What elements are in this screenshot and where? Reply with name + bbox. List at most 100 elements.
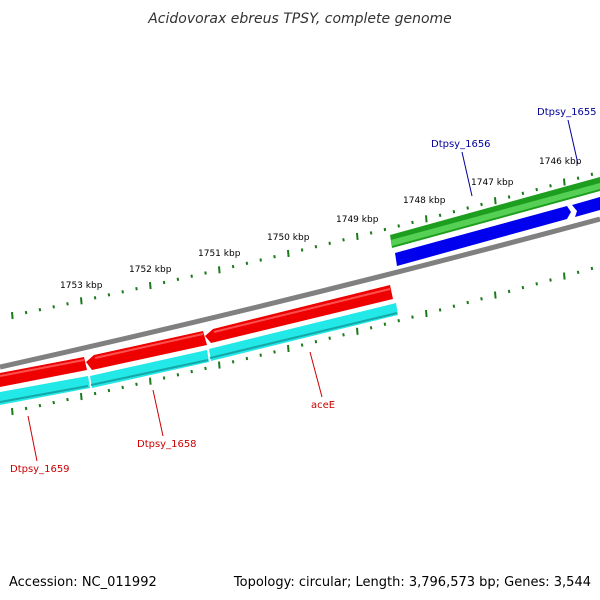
outer-ruler-tick [121,290,124,294]
inner-ruler-tick [425,309,428,318]
kbp-label-1753: 1753 kbp [60,281,103,291]
outer-ruler-tick [218,266,221,274]
inner-ruler-tick [521,285,525,290]
reverse-cds-highlight [0,288,391,377]
inner-ruler-tick [80,393,83,401]
outer-ruler-tick [52,305,55,309]
inner-ruler-tick [590,266,594,271]
inner-ruler-tick [162,376,166,380]
accession-text: Accession: NC_011992 [9,575,157,590]
genome-summary-text: Topology: circular; Length: 3,796,573 bp… [233,575,591,590]
outer-ruler-tick [342,238,345,242]
gene-label-dtpsy-1656[interactable]: Dtpsy_1656 [431,139,491,150]
outer-ruler-tick [328,241,331,245]
inner-ruler-tick [190,369,193,374]
inner-ruler-tick [494,291,497,299]
outer-ruler-tick [38,308,42,312]
inner-ruler-tick [549,278,552,282]
inner-ruler-tick [369,326,373,330]
inner-ruler-tick [149,377,152,385]
inner-ruler-tick [259,353,262,357]
gene-label-dtpsy-1659[interactable]: Dtpsy_1659 [10,464,70,475]
forward-cds-track [390,177,600,248]
inner-ruler-tick [204,366,207,371]
inner-ruler-tick [218,361,221,369]
outer-tick-ruler [11,172,594,320]
inner-ruler-tick [328,336,331,340]
inner-ruler-tick [245,356,249,361]
blue-feature-track [395,197,600,266]
inner-ruler-tick [121,385,124,390]
outer-ruler-tick [590,172,594,176]
outer-ruler-tick [314,245,318,249]
inner-ruler-tick [231,360,235,364]
leader-acee [309,351,323,398]
outer-ruler-tick [411,220,414,225]
inner-ruler-tick [38,403,42,408]
inner-ruler-tick [66,397,69,402]
inner-ruler-tick [466,300,469,305]
kbp-label-1750: 1750 kbp [267,233,310,243]
outer-ruler-tick [521,191,525,195]
kbp-label-1746: 1746 kbp [539,157,582,167]
inner-ruler-tick [576,270,580,274]
kbp-label-1751: 1751 kbp [198,249,241,259]
inner-ruler-tick [342,333,345,337]
outer-ruler-tick [273,255,276,259]
leader-dtpsy-1659 [27,415,38,462]
outer-ruler-tick [507,195,511,199]
inner-ruler-tick [356,327,359,335]
outer-ruler-tick [397,224,400,228]
outer-ruler-tick [149,282,152,290]
blue-feature-segment [395,206,571,266]
outer-ruler-tick [452,210,456,214]
gene-labels: Dtpsy_1659 Dtpsy_1658 aceE Dtpsy_1656 Dt… [10,107,597,475]
kbp-label-1749: 1749 kbp [336,215,379,225]
inner-ruler-tick [535,282,538,286]
kbp-label-1747: 1747 kbp [471,178,514,188]
leader-dtpsy-1656 [461,151,473,197]
inner-ruler-tick [507,289,511,294]
outer-ruler-tick [231,264,235,269]
outer-ruler-tick [563,178,566,186]
blue-feature-segment-2 [572,197,600,217]
reverse-cds-track [0,285,393,387]
leader-dtpsy-1655 [567,119,579,165]
inner-ruler-tick [438,308,442,312]
outer-ruler-tick [162,280,166,285]
outer-ruler-tick [356,232,359,240]
genome-backbone [0,216,600,370]
gene-label-dtpsy-1655[interactable]: Dtpsy_1655 [537,107,597,118]
inner-ruler-tick [24,406,28,411]
cyan-feature-track [0,303,398,405]
outer-ruler-tick [576,176,580,180]
outer-ruler-tick [190,274,193,278]
inner-ruler-tick [563,272,566,280]
inner-tick-ruler [11,266,594,416]
inner-ruler-tick [480,297,483,301]
inner-ruler-tick [397,319,400,323]
outer-ruler-tick [135,287,138,291]
inner-ruler-tick [383,322,387,326]
outer-ruler-tick [24,310,28,315]
leader-dtpsy-1658 [152,389,164,437]
inner-ruler-tick [135,382,138,386]
kbp-label-1748: 1748 kbp [403,196,446,206]
forward-cds-highlight [391,183,600,246]
inner-ruler-tick [452,304,456,308]
outer-ruler-tick [204,271,207,275]
outer-ruler-tick [425,215,428,223]
gene-label-dtpsy-1658[interactable]: Dtpsy_1658 [137,439,197,450]
outer-ruler-tick [176,277,180,281]
cyan-feature-shade [0,312,398,403]
outer-ruler-tick [535,187,538,192]
gene-label-acee[interactable]: aceE [311,400,335,411]
outer-ruler-tick [80,297,83,305]
outer-ruler-tick [259,258,262,262]
outer-ruler-tick [66,302,69,306]
outer-ruler-tick [369,231,373,235]
gene-leader-lines [27,119,579,462]
inner-ruler-tick [314,340,318,344]
inner-ruler-tick [107,388,111,393]
outer-ruler-tick [11,311,14,320]
